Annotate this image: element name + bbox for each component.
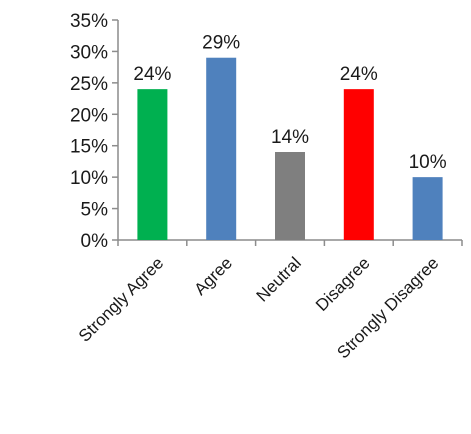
bar <box>275 152 305 240</box>
data-label: 29% <box>202 33 240 54</box>
y-tick-label: 15% <box>70 137 108 158</box>
data-labels: 24% 29% 14% 24% 10% <box>133 33 446 173</box>
y-tick-label: 0% <box>81 231 109 252</box>
x-tick-label: Agree <box>191 253 237 299</box>
x-tick-label: Neutral <box>253 253 305 305</box>
x-tick-labels: Strongly Agree Agree Neutral DisagreeStrong… <box>75 253 442 362</box>
bar <box>343 89 374 241</box>
x-tick-label: Strongly Agree <box>75 253 167 345</box>
data-label: 10% <box>409 152 447 173</box>
bars <box>137 57 443 241</box>
y-tick-label: 20% <box>70 105 108 126</box>
axes <box>112 19 463 246</box>
y-tick-labels: 0% 5% 10% 15% 20% 25% 30% 35% <box>70 11 108 252</box>
y-tick-label: 35% <box>70 11 108 32</box>
data-label: 14% <box>271 127 309 148</box>
x-tick-label: Disagree <box>312 253 374 315</box>
y-tick-label: 5% <box>81 200 109 221</box>
bar <box>412 177 443 240</box>
bar <box>206 57 237 240</box>
y-tick-label: 10% <box>70 168 108 189</box>
bar <box>137 89 168 241</box>
data-label: 24% <box>340 64 378 85</box>
y-tick-label: 25% <box>70 74 108 95</box>
y-tick-label: 30% <box>70 42 108 63</box>
data-label: 24% <box>133 64 171 85</box>
